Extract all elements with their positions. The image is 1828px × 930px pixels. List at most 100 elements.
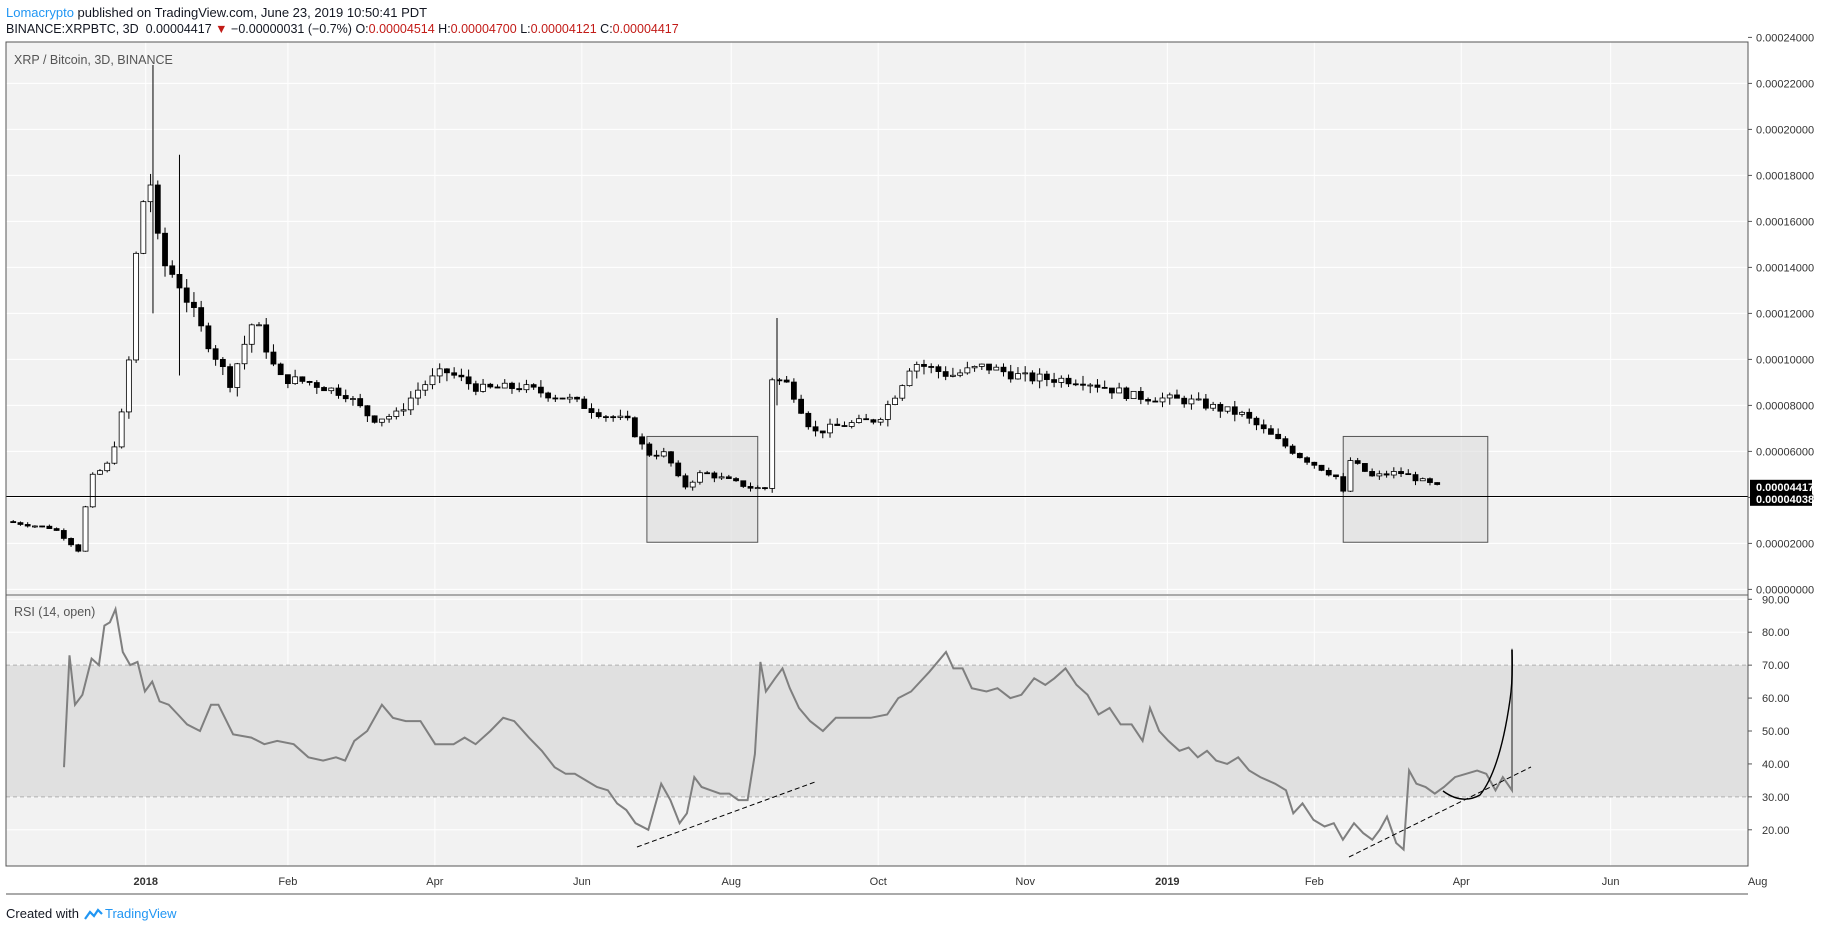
- rsi-axis[interactable]: 90.00 80.00 70.00 60.00 50.00 40.00 30.00 20.00: [1748, 594, 1790, 837]
- candle: [1043, 373, 1050, 380]
- candle: [964, 367, 971, 374]
- candle: [523, 384, 530, 391]
- chart-border: [5, 41, 1749, 867]
- candle: [1087, 384, 1094, 387]
- candle: [1080, 383, 1086, 386]
- candle: [725, 476, 732, 479]
- candle: [205, 325, 212, 350]
- candle: [754, 487, 761, 490]
- candle: [212, 348, 219, 360]
- candle: [104, 462, 111, 472]
- candle: [1412, 474, 1419, 482]
- rsi-tick-label: 70.00: [1762, 660, 1790, 672]
- candle: [509, 382, 515, 389]
- candle: [660, 451, 667, 457]
- high-label: H:: [438, 22, 451, 36]
- publish-line: Lomacrypto published on TradingView.com,…: [6, 5, 427, 20]
- candle: [1354, 460, 1361, 464]
- candle: [545, 392, 552, 399]
- candle: [342, 395, 349, 400]
- price-change: −0.00000031 (−0.7%): [231, 22, 352, 36]
- annotation-box: [1342, 435, 1489, 543]
- candle: [147, 184, 154, 203]
- x-tick-label: Aug: [1748, 876, 1768, 888]
- candle: [1390, 471, 1397, 476]
- x-tick-label: Feb: [278, 876, 297, 888]
- candle: [191, 301, 197, 308]
- annotation-boxes: [646, 435, 1489, 543]
- x-tick-label: Feb: [1305, 876, 1324, 888]
- candle: [1022, 372, 1029, 375]
- candle: [978, 363, 985, 367]
- candle: [668, 451, 674, 464]
- candle: [595, 412, 602, 418]
- candle: [1029, 372, 1036, 382]
- candle: [39, 525, 46, 528]
- candle: [1130, 390, 1137, 400]
- candle: [913, 364, 920, 372]
- candle: [1318, 464, 1325, 471]
- candle: [1058, 377, 1065, 383]
- candle: [1224, 406, 1231, 412]
- candle: [465, 376, 472, 385]
- candle: [790, 381, 797, 400]
- candle: [32, 525, 38, 528]
- candle: [1065, 377, 1072, 385]
- candle: [1325, 469, 1332, 476]
- candle: [1362, 463, 1368, 472]
- candle: [169, 265, 176, 275]
- candle: [248, 324, 255, 345]
- candle: [241, 343, 248, 365]
- candle: [993, 366, 1000, 371]
- time-axis[interactable]: 2018FebAprJunAugOctNov2019FebAprJunAugOc…: [134, 876, 1828, 888]
- candle: [574, 396, 580, 400]
- x-tick-label: Nov: [1015, 876, 1035, 888]
- candle: [1051, 379, 1057, 383]
- price-axis[interactable]: 0.00024000 0.00022000 0.00020000 0.00018000…: [1748, 32, 1814, 596]
- chart-canvas[interactable]: 0.00024000 0.00022000 0.00020000 0.00018000…: [0, 0, 1828, 900]
- candle: [653, 454, 660, 457]
- candle: [234, 363, 241, 388]
- x-tick-label: 2018: [134, 876, 158, 888]
- candle: [10, 521, 17, 524]
- candle: [277, 363, 284, 376]
- rsi-title: RSI (14, open): [14, 605, 95, 619]
- candle: [1275, 433, 1282, 440]
- candle: [1282, 438, 1289, 447]
- ohlc-line: BINANCE:XRPBTC, 3D 0.00004417 ▼ −0.00000…: [6, 22, 679, 36]
- candle: [921, 364, 927, 367]
- trendline-2[interactable]: [1348, 766, 1532, 858]
- candle: [516, 388, 523, 391]
- candle: [682, 475, 689, 488]
- tradingview-link[interactable]: TradingView: [83, 906, 177, 921]
- candle: [675, 462, 682, 477]
- candle: [769, 379, 776, 489]
- y-tick-label: 0.00014000: [1756, 262, 1814, 274]
- rsi-projection-curve[interactable]: [1442, 649, 1513, 800]
- candle: [827, 423, 833, 434]
- candle: [378, 418, 385, 423]
- candle: [1434, 482, 1441, 485]
- candle: [400, 409, 407, 412]
- candle: [1015, 373, 1021, 380]
- candle: [776, 379, 783, 382]
- x-tick-label: Apr: [1453, 876, 1470, 888]
- candle: [819, 430, 826, 434]
- candle: [892, 397, 898, 405]
- cloud-icon: [84, 907, 103, 920]
- candle: [689, 481, 696, 488]
- candle: [935, 366, 942, 372]
- candle: [1398, 471, 1404, 475]
- candle: [111, 446, 118, 464]
- candle: [350, 398, 356, 400]
- candle: [697, 472, 703, 483]
- candle: [472, 383, 479, 392]
- candle: [559, 397, 566, 400]
- y-tick-label: 0.00022000: [1756, 78, 1814, 90]
- candle: [1260, 424, 1267, 430]
- candle: [1072, 383, 1079, 386]
- candle: [60, 530, 67, 539]
- y-tick-label: 0.00000000: [1756, 584, 1814, 596]
- author-link[interactable]: Lomacrypto: [6, 5, 74, 20]
